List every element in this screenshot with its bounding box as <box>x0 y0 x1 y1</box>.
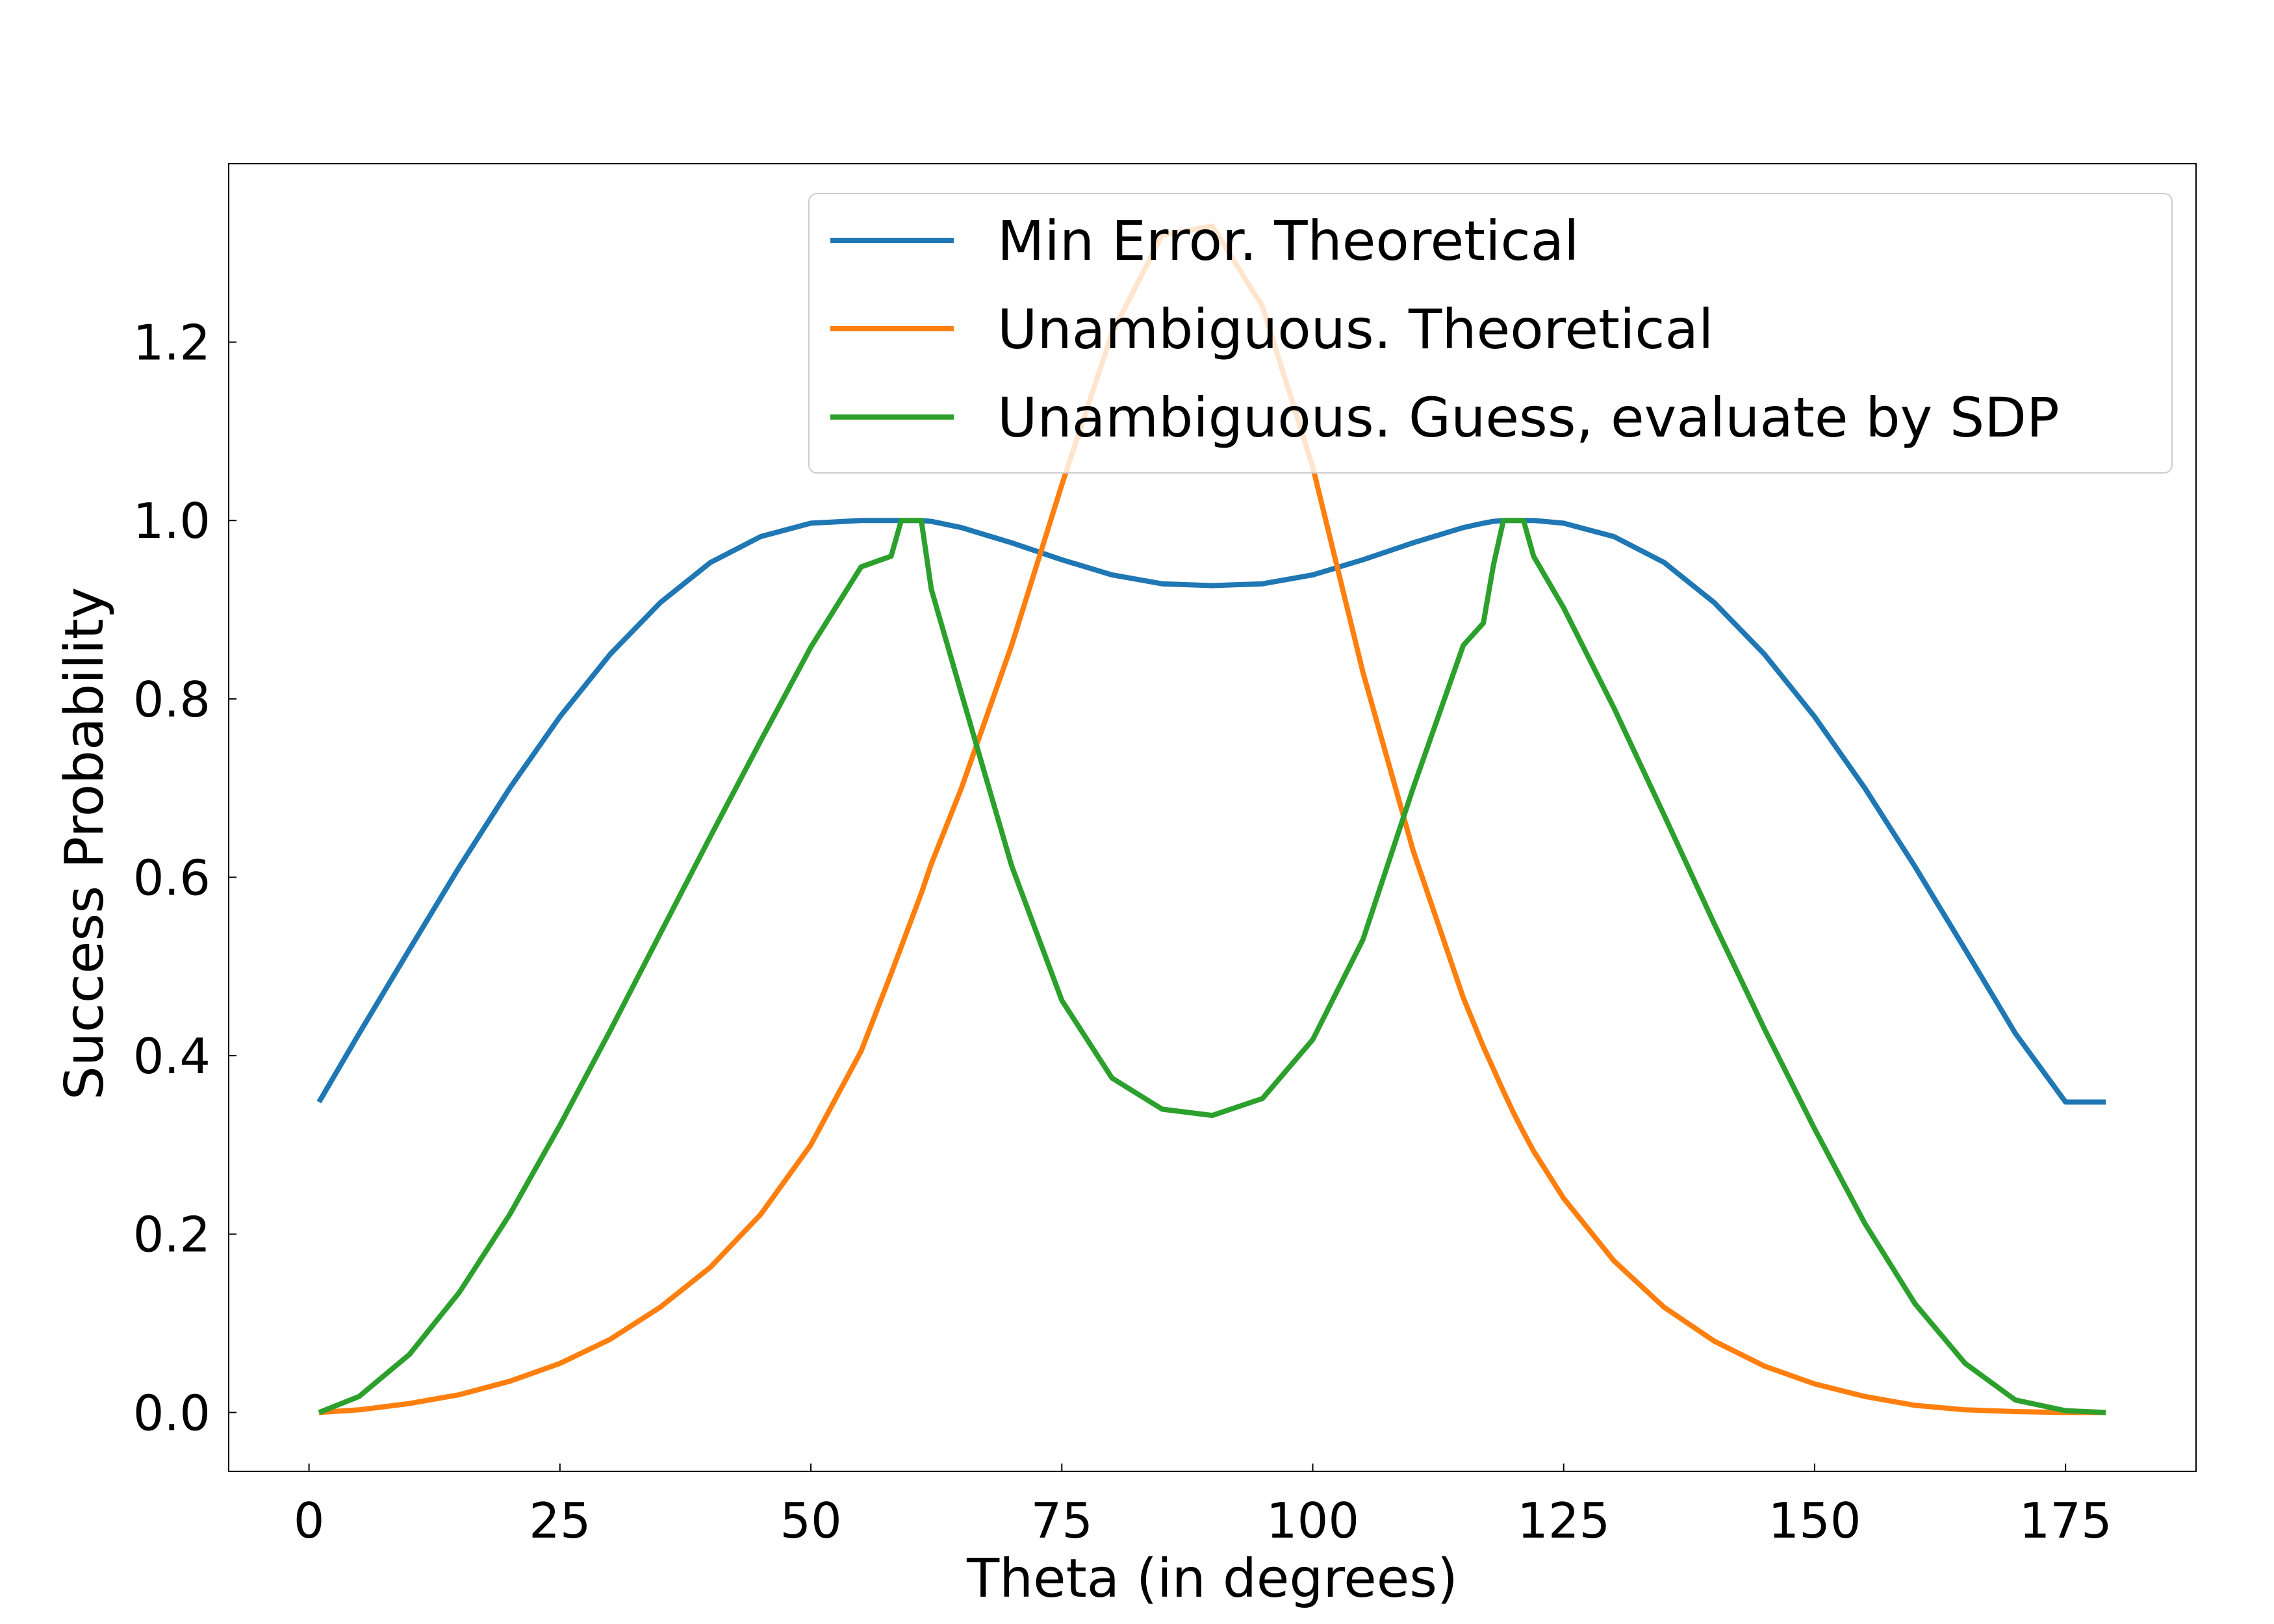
y-axis-ticks: 0.0 0.2 0.4 0.6 0.8 1.0 1.2 <box>133 314 236 1441</box>
legend-box <box>808 193 2173 474</box>
plot-area-frame <box>228 163 2197 1472</box>
y-axis-label: Success Probability <box>54 587 116 1100</box>
x-tick-label: 75 <box>1031 1492 1093 1549</box>
legend-label-2: Unambiguous. Theoretical <box>997 298 1713 361</box>
series-line-1 <box>316 518 2106 1105</box>
legend-label-3: Unambiguous. Guess, evaluate by SDP <box>997 386 2060 450</box>
y-tick-label: 0.2 <box>133 1206 211 1263</box>
y-tick-label: 0.4 <box>133 1028 211 1085</box>
legend: Min Error. Theoretical Unambiguous. Theor… <box>808 193 2173 474</box>
x-tick-label: 50 <box>780 1492 841 1549</box>
x-tick-label: 150 <box>1768 1492 1861 1549</box>
y-tick-label: 0.8 <box>133 671 211 728</box>
legend-label-1: Min Error. Theoretical <box>997 209 1579 273</box>
y-tick-label: 0.0 <box>133 1384 211 1441</box>
x-tick-label: 100 <box>1266 1492 1359 1549</box>
y-tick-label: 1.2 <box>133 314 211 372</box>
x-tick-label: 125 <box>1517 1492 1610 1549</box>
x-tick-label: 0 <box>294 1492 325 1549</box>
y-tick-label: 1.0 <box>133 492 211 550</box>
x-tick-label: 175 <box>2019 1492 2112 1549</box>
x-axis-ticks: 0 25 50 75 100 125 150 175 <box>294 1464 2112 1549</box>
series-line-3 <box>318 518 2106 1415</box>
x-tick-label: 25 <box>529 1492 591 1549</box>
x-axis-label: Theta (in degrees) <box>966 1548 1458 1610</box>
y-tick-label: 0.6 <box>133 849 211 906</box>
